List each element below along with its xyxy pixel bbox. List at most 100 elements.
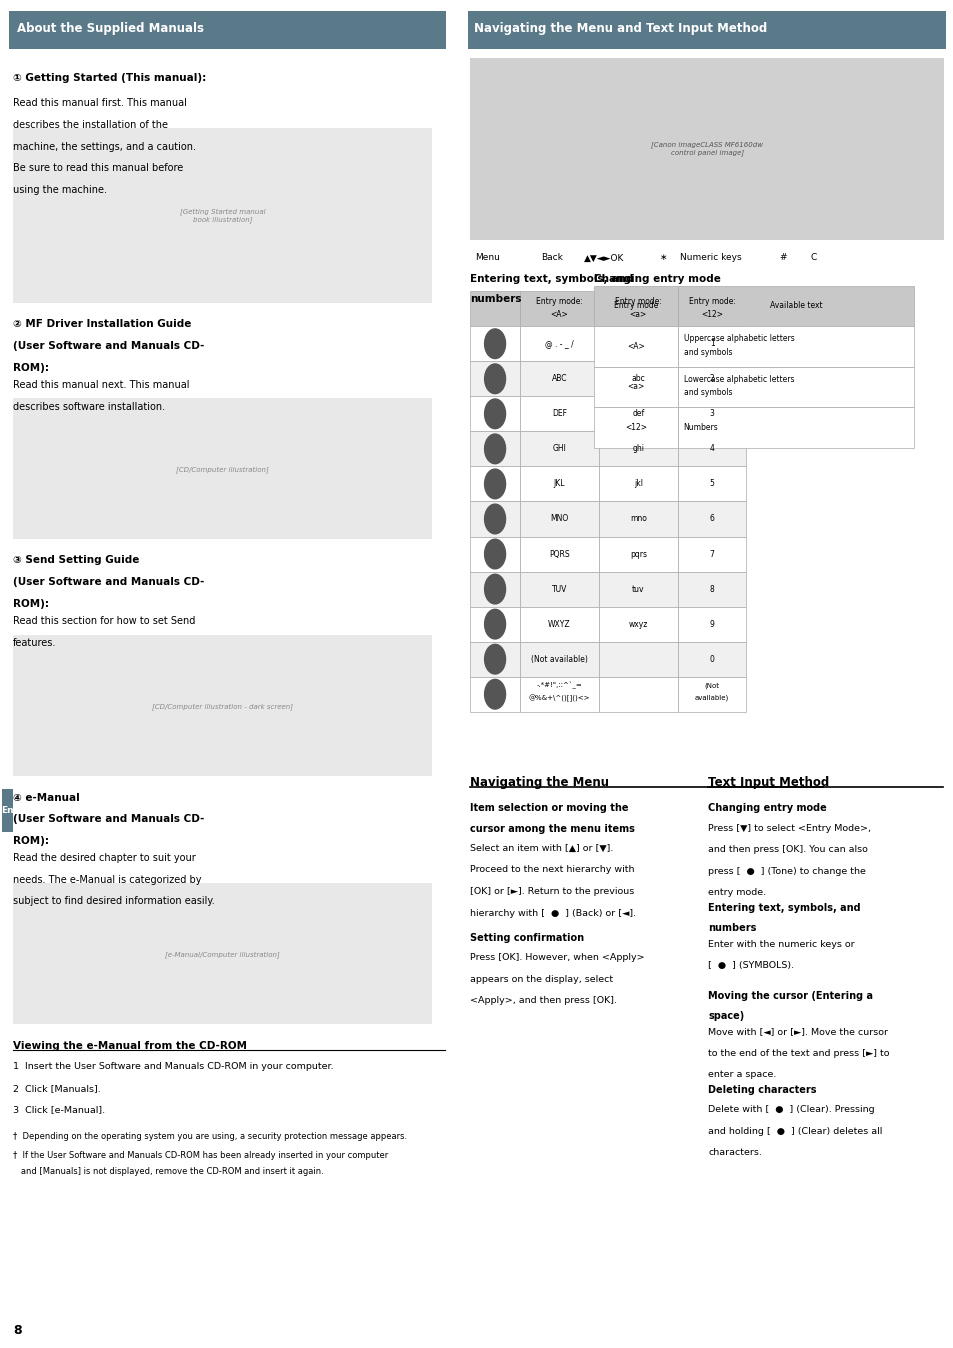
Bar — [519, 677, 598, 712]
Text: 4: 4 — [709, 445, 714, 453]
Circle shape — [484, 469, 505, 499]
Bar — [13, 883, 432, 1024]
Text: 4: 4 — [492, 445, 497, 453]
Text: Entering text, symbols, and: Entering text, symbols, and — [470, 274, 633, 283]
Circle shape — [484, 574, 505, 604]
Text: Navigating the Menu: Navigating the Menu — [470, 776, 609, 790]
Text: numbers: numbers — [470, 294, 521, 303]
Text: Lowercase alphabetic letters: Lowercase alphabetic letters — [683, 375, 793, 384]
Text: <12>: <12> — [700, 310, 722, 319]
Text: press [  ●  ] (Tone) to change the: press [ ● ] (Tone) to change the — [708, 867, 865, 876]
Text: and then press [OK]. You can also: and then press [OK]. You can also — [708, 845, 867, 855]
Bar — [519, 501, 598, 537]
Text: Enter with the numeric keys or: Enter with the numeric keys or — [708, 940, 854, 949]
Bar — [470, 466, 519, 501]
Bar — [519, 291, 598, 326]
Text: Press [OK]. However, when <Apply>: Press [OK]. However, when <Apply> — [470, 953, 644, 962]
Circle shape — [484, 679, 505, 709]
Text: †  If the User Software and Manuals CD-ROM has been already inserted in your com: † If the User Software and Manuals CD-RO… — [13, 1151, 388, 1161]
Text: ROM):: ROM): — [13, 836, 50, 845]
Circle shape — [484, 434, 505, 464]
Bar — [519, 607, 598, 642]
Text: Entry mode:: Entry mode: — [536, 297, 582, 306]
Bar — [678, 361, 745, 396]
Text: ROM):: ROM): — [13, 599, 50, 608]
Text: characters.: characters. — [708, 1148, 761, 1158]
Bar — [678, 326, 913, 367]
Text: WXYZ: WXYZ — [547, 620, 570, 628]
Text: (User Software and Manuals CD-: (User Software and Manuals CD- — [13, 577, 205, 586]
Bar — [598, 501, 678, 537]
Text: #: # — [492, 690, 497, 698]
Text: (Not: (Not — [704, 682, 719, 689]
Text: Moving the cursor (Entering a: Moving the cursor (Entering a — [708, 991, 872, 1000]
Text: and symbols: and symbols — [683, 388, 731, 398]
Text: ④ e-Manual: ④ e-Manual — [13, 793, 80, 802]
Text: 1: 1 — [709, 340, 714, 348]
Bar — [678, 466, 745, 501]
Bar — [598, 396, 678, 431]
Text: [Canon imageCLASS MF6160dw
control panel image]: [Canon imageCLASS MF6160dw control panel… — [651, 142, 762, 155]
Text: ② MF Driver Installation Guide: ② MF Driver Installation Guide — [13, 319, 192, 329]
Text: En: En — [1, 806, 14, 814]
Text: Select an item with [▲] or [▼].: Select an item with [▲] or [▼]. — [470, 844, 613, 853]
Text: [e-Manual/Computer illustration]: [e-Manual/Computer illustration] — [165, 950, 280, 958]
Bar — [519, 326, 598, 361]
Text: features.: features. — [13, 638, 56, 647]
Bar — [594, 407, 678, 448]
Text: [CD/Computer illustration]: [CD/Computer illustration] — [176, 465, 269, 473]
Text: <Apply>, and then press [OK].: <Apply>, and then press [OK]. — [470, 996, 617, 1006]
Text: Proceed to the next hierarchy with: Proceed to the next hierarchy with — [470, 865, 634, 875]
Bar — [2, 789, 13, 832]
Text: Text Input Method: Text Input Method — [708, 776, 829, 790]
Text: Delete with [  ●  ] (Clear). Pressing: Delete with [ ● ] (Clear). Pressing — [708, 1105, 874, 1115]
Bar — [13, 635, 432, 776]
Bar — [470, 501, 519, 537]
Text: Read this manual first. This manual: Read this manual first. This manual — [13, 98, 187, 108]
Bar — [470, 607, 519, 642]
Text: (Not available): (Not available) — [531, 655, 587, 663]
Text: to the end of the text and press [►] to: to the end of the text and press [►] to — [708, 1049, 889, 1058]
Text: jkl: jkl — [633, 480, 642, 488]
Text: 0: 0 — [709, 655, 714, 663]
Text: <12>: <12> — [624, 423, 646, 431]
Text: 9: 9 — [709, 620, 714, 628]
Text: Changing entry mode: Changing entry mode — [594, 274, 720, 283]
Text: #: # — [778, 253, 785, 263]
Text: Move with [◄] or [►]. Move the cursor: Move with [◄] or [►]. Move the cursor — [708, 1027, 887, 1037]
Text: Read this manual next. This manual: Read this manual next. This manual — [13, 380, 190, 390]
Bar — [678, 537, 745, 572]
Text: cursor among the menu items: cursor among the menu items — [470, 824, 635, 833]
Bar — [470, 642, 519, 677]
Text: available): available) — [695, 694, 728, 701]
Text: ABC: ABC — [551, 375, 566, 383]
Text: mno: mno — [629, 515, 646, 523]
Text: PQRS: PQRS — [549, 550, 569, 558]
Text: abc: abc — [631, 375, 644, 383]
Text: Entry mode:: Entry mode: — [615, 297, 661, 306]
Text: Setting confirmation: Setting confirmation — [470, 933, 584, 942]
Text: ③ Send Setting Guide: ③ Send Setting Guide — [13, 555, 139, 565]
Text: ① Getting Started (This manual):: ① Getting Started (This manual): — [13, 73, 207, 82]
Text: <a>: <a> — [629, 310, 646, 319]
Text: Entry mode: Entry mode — [613, 302, 658, 310]
Bar — [470, 361, 519, 396]
Bar — [678, 367, 913, 407]
Bar — [13, 398, 432, 539]
Text: About the Supplied Manuals: About the Supplied Manuals — [17, 22, 204, 35]
Text: 7: 7 — [492, 550, 497, 558]
Bar — [468, 11, 945, 49]
Text: 0: 0 — [492, 655, 497, 663]
Text: 8: 8 — [709, 585, 714, 593]
Bar — [519, 572, 598, 607]
Text: (User Software and Manuals CD-: (User Software and Manuals CD- — [13, 814, 205, 824]
Bar — [470, 431, 519, 466]
Text: C: C — [810, 253, 817, 263]
Circle shape — [484, 644, 505, 674]
Bar — [470, 291, 519, 326]
Text: wxyz: wxyz — [628, 620, 647, 628]
Text: †  Depending on the operating system you are using, a security protection messag: † Depending on the operating system you … — [13, 1132, 407, 1142]
Text: Entering text, symbols, and: Entering text, symbols, and — [708, 903, 860, 913]
Text: Deleting characters: Deleting characters — [708, 1085, 816, 1095]
Bar — [598, 572, 678, 607]
